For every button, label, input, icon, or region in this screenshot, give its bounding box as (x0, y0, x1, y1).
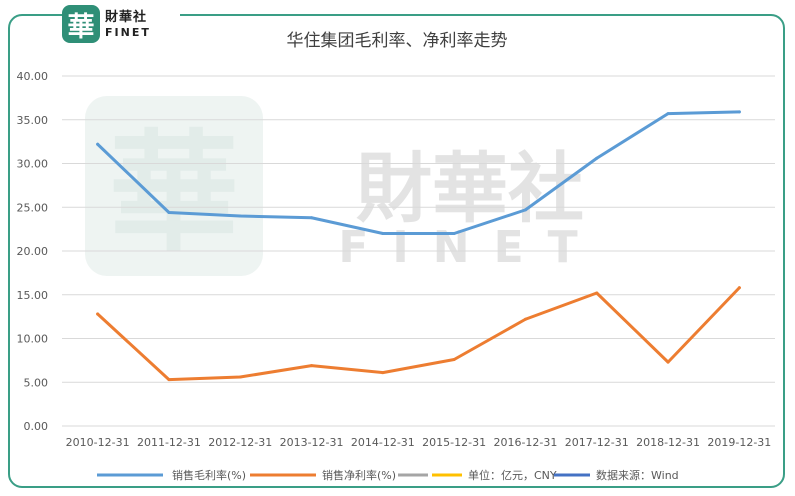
data-point (737, 286, 741, 290)
x-tick-label: 2017-12-31 (565, 436, 629, 449)
x-tick-label: 2010-12-31 (66, 436, 130, 449)
data-point (167, 211, 171, 214)
series-line-gross-margin (96, 110, 741, 235)
x-tick-label: 2019-12-31 (707, 436, 771, 449)
watermark-mark-bg (85, 96, 263, 276)
logo-mark: 華 (62, 5, 100, 43)
y-tick-label: 10.00 (17, 333, 49, 346)
data-point (310, 364, 314, 368)
legend-label-unit: 单位：亿元，CNY (468, 468, 557, 482)
y-tick-label: 5.00 (24, 376, 49, 389)
y-tick-label: 30.00 (17, 158, 49, 171)
series-line-net-margin (96, 286, 741, 382)
data-point (238, 214, 242, 218)
data-point (381, 232, 385, 235)
x-tick-label: 2012-12-31 (208, 436, 272, 449)
data-point (167, 378, 171, 382)
data-point (96, 312, 100, 316)
data-point (452, 232, 456, 235)
logo-text: 財華社 FINET (105, 11, 151, 38)
y-axis-ticks: 0.00 5.00 10.00 15.00 20.00 25.00 30.00 35.00 40… (17, 70, 49, 433)
data-point (595, 156, 599, 160)
data-point (666, 360, 670, 364)
logo-cn: 財華社 (105, 9, 148, 25)
series-lines (96, 110, 741, 382)
x-tick-label: 2011-12-31 (137, 436, 201, 449)
watermark: 華 財華社 FINET (85, 96, 601, 276)
x-tick-label: 2014-12-31 (351, 436, 415, 449)
data-point (737, 110, 741, 114)
watermark-en: FINET (338, 222, 601, 273)
data-point (666, 112, 670, 116)
y-tick-label: 0.00 (24, 420, 49, 433)
x-tick-label: 2015-12-31 (422, 436, 486, 449)
x-tick-label: 2013-12-31 (280, 436, 344, 449)
gridlines (62, 75, 775, 427)
y-tick-label: 25.00 (17, 201, 49, 214)
finet-logo: 華 財華社 FINET (62, 4, 180, 44)
x-axis-ticks: 2010-12-31 2011-12-31 2012-12-31 2013-12-31… (66, 436, 772, 449)
watermark-mark: 華 (109, 116, 239, 269)
legend-label-source: 数据来源：Wind (596, 468, 679, 482)
data-point (595, 291, 599, 295)
data-point (523, 208, 527, 212)
y-tick-label: 20.00 (17, 245, 49, 258)
x-tick-label: 2018-12-31 (636, 436, 700, 449)
data-point (96, 142, 100, 146)
data-point (310, 216, 314, 220)
logo-en: FINET (105, 25, 151, 39)
legend: 销售毛利率(%) 销售净利率(%) 单位：亿元，CNY 数据来源：Wind (97, 468, 679, 482)
data-point (238, 375, 242, 379)
y-tick-label: 40.00 (17, 70, 49, 83)
watermark-cn: 財華社 (356, 144, 584, 233)
legend-label-gross: 销售毛利率(%) (172, 468, 246, 482)
chart-title: 华住集团毛利率、净利率走势 (287, 31, 508, 51)
data-point (452, 358, 456, 361)
legend-label-net: 销售净利率(%) (322, 468, 396, 482)
x-tick-label: 2016-12-31 (493, 436, 557, 449)
y-tick-label: 15.00 (17, 289, 49, 302)
y-tick-label: 35.00 (17, 114, 49, 127)
data-point (381, 371, 385, 375)
data-point (523, 317, 527, 321)
